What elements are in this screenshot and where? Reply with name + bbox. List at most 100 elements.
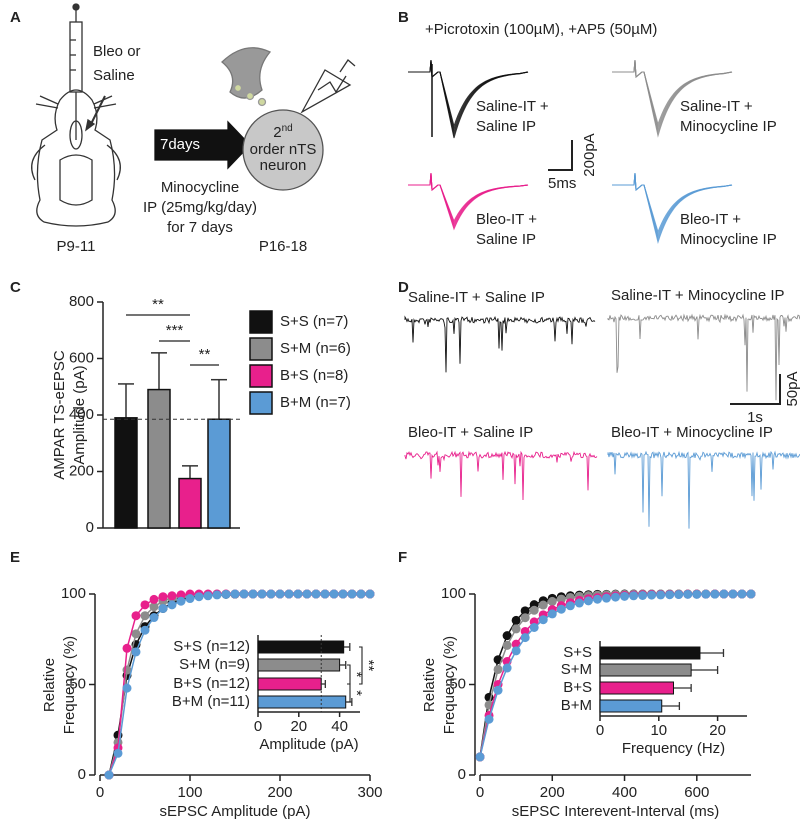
data-point [212,590,222,600]
x-tick-label: 0 [596,722,604,739]
bar [114,417,138,529]
panel-label: A [10,9,21,26]
panel-label: D [398,279,409,296]
x-tick-label: 0 [476,784,484,801]
significance-label: *** [166,322,184,339]
data-point [701,589,711,599]
label: Saline [93,67,135,84]
data-point [140,600,150,610]
scale-label: 50pA [784,371,800,406]
data-point [167,600,177,610]
data-point [620,591,630,601]
scale-label: 200pA [581,133,598,176]
label: Saline IP [476,118,536,135]
data-point [293,589,303,599]
significance-bracket [359,646,363,685]
data-point [647,590,657,600]
data-point [529,605,539,615]
data-point [565,601,575,611]
data-point [329,589,339,599]
data-point [302,589,312,599]
data-point [529,622,539,632]
evoked-trace [408,59,529,139]
data-point [149,594,159,604]
x-tick-label: 200 [540,784,565,801]
bar [257,677,322,691]
evoked-trace [408,59,529,128]
bar [599,663,692,677]
data-point [484,714,494,724]
label: +Picrotoxin (100µM), +AP5 (50µM) [425,21,657,38]
x-tick-label: 40 [331,718,348,735]
data-point [538,615,548,625]
category-label: B+S (n=12) [173,675,250,692]
data-point [113,748,123,758]
data-point [511,646,521,656]
x-tick-label: 100 [177,784,202,801]
y-axis-label: Frequency (%) [441,636,458,734]
label: Minocycline [161,179,239,196]
data-point [520,606,530,616]
data-point [284,589,294,599]
data-point [275,589,285,599]
data-point [520,633,530,643]
y-axis-label: Relative [41,658,58,712]
x-axis-label: sEPSC Amplitude (pA) [160,803,311,820]
data-point [239,589,249,599]
label: Bleo-IT + Saline IP [408,424,533,441]
spontaneous-trace [404,315,596,373]
data-point [131,611,141,621]
data-point [365,589,375,599]
evoked-trace [612,172,733,245]
data-point [511,615,521,625]
label: Saline-IT + Saline IP [408,289,545,306]
y-axis-label: Frequency (%) [61,636,78,734]
category-label: B+M [561,697,592,714]
label: IP (25mg/kg/day) [143,199,257,216]
data-point [320,589,330,599]
x-axis-label: Amplitude (pA) [259,736,358,753]
data-point [583,596,593,606]
label: Bleo-IT + [476,211,537,228]
data-point [728,589,738,599]
bar [599,681,674,695]
data-point [158,592,168,602]
y-axis-label: Relative [421,658,438,712]
data-point [547,609,557,619]
data-point [149,613,159,623]
evoked-trace [612,59,733,138]
data-point [257,589,267,599]
y-tick-label: 200 [69,462,94,479]
data-point [538,600,548,610]
category-label: S+M [561,661,592,678]
scale-bars [548,140,781,405]
data-point [140,611,150,621]
y-tick-label: 50 [449,675,466,692]
data-point [493,664,503,674]
bar [257,658,341,672]
label: Minocycline IP [680,231,777,248]
scale-label: 1s [747,409,763,426]
neuron-label: 2 [273,124,281,141]
x-tick-label: 10 [650,722,667,739]
data-point [131,647,141,657]
data-point [493,685,503,695]
y-tick-label: 600 [69,349,94,366]
data-point [502,663,512,673]
data-point [347,589,357,599]
y-tick-label: 400 [69,406,94,423]
scale-label: 5ms [548,175,576,192]
bar [599,699,663,713]
data-point [719,589,729,599]
data-point [710,589,720,599]
label: Bleo-IT + Minocycline IP [611,424,773,441]
significance-label: ** [199,346,211,363]
y-tick-label: 100 [441,585,466,602]
significance-label: ** [360,660,377,672]
panel-label: B [398,9,409,26]
data-point [520,626,530,636]
x-tick-label: 200 [267,784,292,801]
bar [147,388,171,529]
y-tick-label: 0 [458,766,466,783]
x-tick-label: 0 [96,784,104,801]
